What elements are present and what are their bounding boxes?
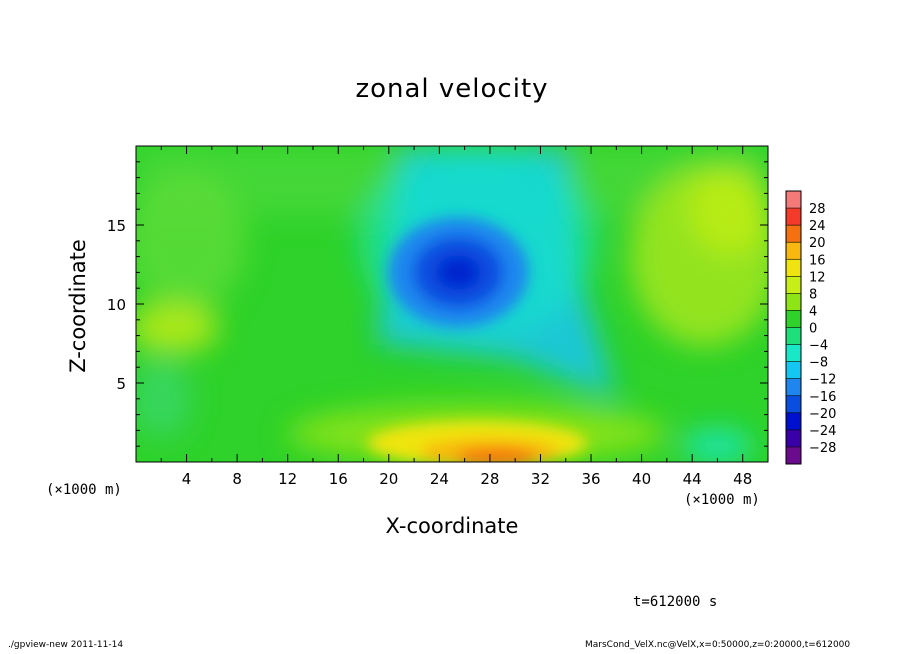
velocity-field: [136, 146, 768, 462]
x-tick-label: 28: [480, 470, 499, 488]
x-tick-label: 12: [278, 470, 297, 488]
colorbar-swatch: [786, 429, 801, 447]
colorbar-label: 24: [809, 219, 826, 234]
y-tick-label: 5: [116, 375, 126, 393]
y-tick-label: 10: [107, 296, 126, 314]
y-tick-label: 15: [107, 217, 126, 235]
colorbar-swatch: [786, 378, 801, 396]
x-tick-label: 48: [733, 470, 752, 488]
colorbar-label: 28: [809, 202, 826, 217]
colorbar-label: 16: [809, 253, 826, 268]
x-unit-right: (×1000 m): [684, 492, 760, 508]
colorbar-swatch: [786, 412, 801, 430]
colorbar-label: 8: [809, 287, 817, 302]
colorbar-swatch: [786, 446, 801, 464]
colorbar-label: 4: [809, 304, 817, 319]
y-axis: 5 10 15: [107, 161, 768, 447]
footer-right: MarsCond_VelX.nc@VelX,x=0:50000,z=0:2000…: [585, 640, 851, 650]
colorbar-label: −16: [809, 390, 836, 405]
x-axis: 4 8 12 16 20 24 28 32 36 40 44 48: [160, 146, 769, 488]
colorbar-swatch: [786, 242, 801, 260]
colorbar-label: −28: [809, 441, 836, 456]
colorbar-swatch: [786, 225, 801, 243]
colorbar-swatch: [786, 327, 801, 345]
x-unit-left: (×1000 m): [46, 482, 122, 498]
footer-left: ./gpview-new 2011-11-14: [8, 640, 124, 650]
x-tick-label: 20: [379, 470, 398, 488]
colorbar-swatch: [786, 344, 801, 362]
colorbar-swatch: [786, 361, 801, 379]
colorbar-swatch: [786, 395, 801, 413]
colorbar-label: 12: [809, 270, 826, 285]
colorbar-swatch: [786, 293, 801, 311]
colorbar-label: −24: [809, 424, 836, 439]
colorbar-swatch: [786, 208, 801, 226]
chart-title: zonal velocity: [355, 74, 549, 104]
colorbar-label: 0: [809, 322, 817, 337]
colorbar-label: −4: [809, 339, 828, 354]
x-tick-label: 40: [632, 470, 651, 488]
colorbar-swatch: [786, 259, 801, 277]
colorbar-label: 20: [809, 236, 826, 251]
x-tick-label: 44: [683, 470, 702, 488]
colorbar: −28 −24 −20 −16 −12 −8 −4 0 4 8 12 16 20 24 28: [785, 190, 836, 465]
time-label: t=612000 s: [633, 594, 718, 610]
colorbar-swatch: [786, 276, 801, 294]
colorbar-swatch: [786, 191, 801, 209]
colorbar-label: −12: [809, 373, 836, 388]
x-tick-label: 36: [581, 470, 600, 488]
colorbar-label: −8: [809, 356, 828, 371]
colorbar-label: −20: [809, 407, 836, 422]
x-tick-label: 16: [329, 470, 348, 488]
colorbar-swatch: [786, 310, 801, 328]
x-tick-label: 24: [430, 470, 449, 488]
x-axis-label: X-coordinate: [385, 514, 519, 538]
x-tick-label: 8: [232, 470, 242, 488]
y-axis-label: Z-coordinate: [66, 239, 90, 373]
x-tick-label: 4: [182, 470, 192, 488]
x-tick-label: 32: [531, 470, 550, 488]
